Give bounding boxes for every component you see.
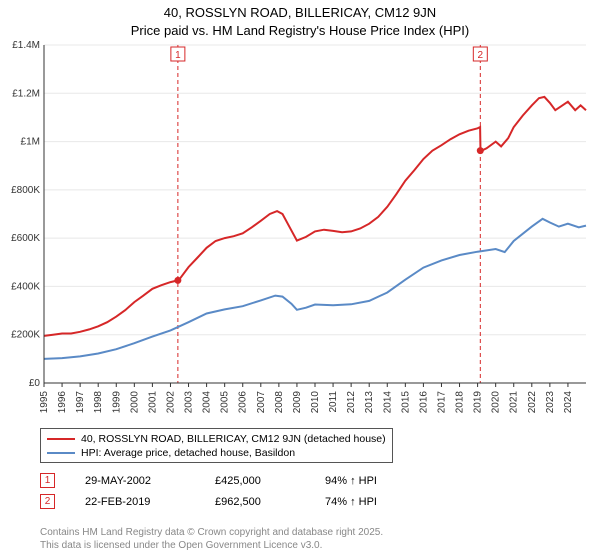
- legend-swatch-property: [47, 438, 75, 440]
- sale-price: £962,500: [215, 496, 295, 508]
- svg-text:£400K: £400K: [11, 282, 40, 293]
- sale-date: 29-MAY-2002: [85, 475, 185, 487]
- svg-text:2012: 2012: [346, 391, 357, 414]
- svg-text:£1.4M: £1.4M: [12, 40, 40, 51]
- svg-text:1995: 1995: [39, 391, 50, 414]
- svg-text:2: 2: [478, 50, 484, 61]
- svg-text:2001: 2001: [147, 391, 158, 414]
- svg-text:1: 1: [175, 50, 181, 61]
- sale-row: 2 22-FEB-2019 £962,500 74% ↑ HPI: [40, 491, 377, 512]
- svg-text:2009: 2009: [292, 391, 303, 414]
- legend-swatch-hpi: [47, 452, 75, 454]
- svg-text:2005: 2005: [220, 391, 231, 414]
- line-chart: £0 £200K £400K £600K £800K £1M £1.2M £1.4M 1995 1…: [0, 39, 600, 419]
- footer-line-1: Contains HM Land Registry data © Crown c…: [40, 526, 383, 539]
- svg-text:2008: 2008: [274, 391, 285, 414]
- svg-text:2022: 2022: [527, 391, 538, 414]
- chart-container: 40, ROSSLYN ROAD, BILLERICAY, CM12 9JN P…: [0, 0, 600, 560]
- svg-text:2013: 2013: [364, 391, 375, 414]
- legend-label-hpi: HPI: Average price, detached house, Basi…: [81, 447, 295, 459]
- svg-text:£0: £0: [29, 378, 41, 389]
- svg-text:2000: 2000: [129, 391, 140, 414]
- sale-hpi-delta: 94% ↑ HPI: [325, 475, 377, 487]
- svg-text:2006: 2006: [238, 391, 249, 414]
- svg-text:2002: 2002: [165, 391, 176, 414]
- legend: 40, ROSSLYN ROAD, BILLERICAY, CM12 9JN (…: [40, 428, 393, 463]
- svg-text:£1.2M: £1.2M: [12, 88, 40, 99]
- sale-date: 22-FEB-2019: [85, 496, 185, 508]
- legend-item-hpi: HPI: Average price, detached house, Basi…: [47, 446, 386, 460]
- svg-text:2020: 2020: [491, 391, 502, 414]
- svg-text:2003: 2003: [184, 391, 195, 414]
- svg-text:1997: 1997: [75, 391, 86, 414]
- sales-table: 1 29-MAY-2002 £425,000 94% ↑ HPI 2 22-FEB-201…: [40, 470, 377, 512]
- svg-text:2015: 2015: [400, 391, 411, 414]
- sale-price: £425,000: [215, 475, 295, 487]
- svg-text:2007: 2007: [256, 391, 267, 414]
- svg-text:2011: 2011: [328, 391, 339, 413]
- footer-line-2: This data is licensed under the Open Gov…: [40, 539, 383, 552]
- sale-row: 1 29-MAY-2002 £425,000 94% ↑ HPI: [40, 470, 377, 491]
- svg-text:2021: 2021: [509, 391, 520, 414]
- svg-text:2004: 2004: [202, 391, 213, 414]
- svg-text:£200K: £200K: [11, 330, 40, 341]
- svg-text:£600K: £600K: [11, 233, 40, 244]
- svg-text:2017: 2017: [436, 391, 447, 414]
- title-line-2: Price paid vs. HM Land Registry's House …: [0, 22, 600, 40]
- svg-text:2014: 2014: [382, 391, 393, 414]
- svg-text:£800K: £800K: [11, 185, 40, 196]
- svg-text:2023: 2023: [545, 391, 556, 414]
- title-line-1: 40, ROSSLYN ROAD, BILLERICAY, CM12 9JN: [0, 4, 600, 22]
- svg-text:1996: 1996: [57, 391, 68, 414]
- chart-title: 40, ROSSLYN ROAD, BILLERICAY, CM12 9JN P…: [0, 0, 600, 39]
- svg-text:2010: 2010: [310, 391, 321, 414]
- attribution-footer: Contains HM Land Registry data © Crown c…: [40, 526, 383, 552]
- svg-text:2018: 2018: [455, 391, 466, 414]
- svg-text:2024: 2024: [563, 391, 574, 414]
- svg-text:1998: 1998: [93, 391, 104, 414]
- sale-marker: 1: [40, 473, 55, 488]
- sale-marker: 2: [40, 494, 55, 509]
- sale-hpi-delta: 74% ↑ HPI: [325, 496, 377, 508]
- svg-text:1999: 1999: [111, 391, 122, 414]
- svg-text:2019: 2019: [473, 391, 484, 414]
- legend-label-property: 40, ROSSLYN ROAD, BILLERICAY, CM12 9JN (…: [81, 433, 386, 445]
- svg-text:£1M: £1M: [21, 137, 40, 148]
- legend-item-property: 40, ROSSLYN ROAD, BILLERICAY, CM12 9JN (…: [47, 432, 386, 446]
- svg-text:2016: 2016: [418, 391, 429, 414]
